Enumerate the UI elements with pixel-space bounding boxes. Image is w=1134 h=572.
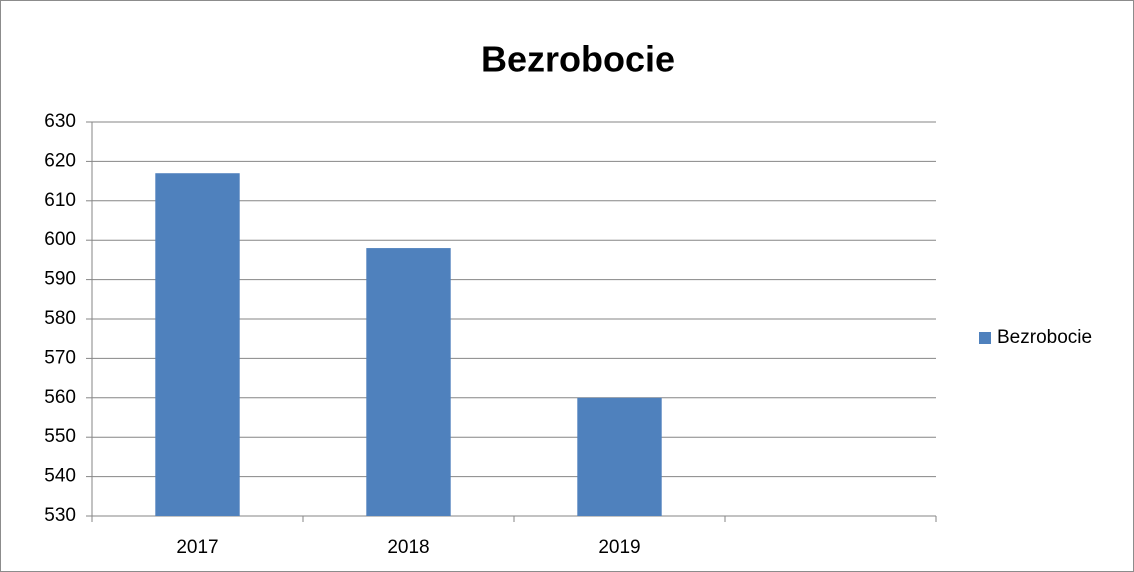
y-tick-label: 610 [44, 190, 76, 211]
chart-title: Bezrobocie [481, 39, 675, 80]
y-tick-label: 550 [44, 426, 76, 447]
x-tick-label: 2019 [598, 537, 640, 558]
x-tick-label: 2017 [176, 537, 218, 558]
y-tick-label: 530 [44, 505, 76, 526]
y-tick-label: 600 [44, 229, 76, 250]
y-tick-label: 580 [44, 308, 76, 329]
y-tick-label: 560 [44, 387, 76, 408]
y-tick-label: 540 [44, 466, 76, 487]
y-tick-label: 630 [44, 111, 76, 132]
y-tick-label: 570 [44, 347, 76, 368]
bar [155, 173, 240, 516]
x-tick-label: 2018 [387, 537, 429, 558]
y-tick-label: 620 [44, 150, 76, 171]
y-tick-label: 590 [44, 269, 76, 290]
legend-label: Bezrobocie [997, 327, 1092, 348]
legend-swatch [979, 332, 991, 344]
bar [366, 248, 451, 516]
bar [577, 397, 662, 516]
